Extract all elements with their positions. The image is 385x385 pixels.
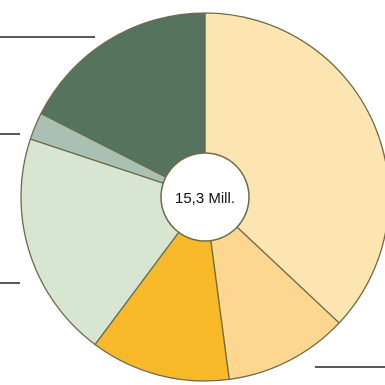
pie-slice-6 (40, 12, 206, 198)
pie-slice-1 (204, 12, 385, 324)
pie-slice-3 (94, 196, 230, 382)
pie-slice-4 (20, 138, 206, 346)
slices-group (20, 12, 385, 382)
leader-lines (0, 36, 385, 368)
pie-slice-2 (204, 196, 340, 381)
center-total-label: 15,3 Mill. (175, 190, 235, 207)
center-hole (160, 152, 250, 242)
